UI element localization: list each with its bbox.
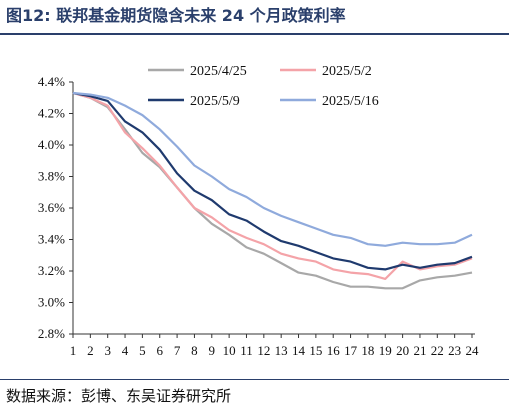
x-tick-label: 17 (344, 343, 358, 358)
x-tick-label: 16 (327, 343, 341, 358)
x-tick-label: 5 (139, 343, 146, 358)
series-line-3 (72, 91, 473, 271)
x-tick-label: 19 (379, 343, 392, 358)
x-tick-label: 14 (292, 343, 306, 358)
y-tick-label: 4.0% (38, 137, 65, 152)
x-tick-label: 4 (122, 343, 129, 358)
x-tick-label: 18 (361, 343, 374, 358)
x-tick-label: 11 (240, 343, 253, 358)
x-tick-label: 8 (191, 343, 198, 358)
x-tick-label: 22 (431, 343, 444, 358)
x-tick-label: 6 (156, 343, 163, 358)
x-tick-label: 10 (223, 343, 236, 358)
y-tick-label: 3.6% (38, 200, 65, 215)
series-line-2 (72, 91, 473, 280)
chart-axes (72, 82, 475, 335)
x-tick-label: 21 (413, 343, 426, 358)
source-rule (0, 379, 509, 380)
figure-title: 图12: 联邦基金期货隐含未来 24 个月政策利率 (6, 6, 346, 25)
y-tick-label: 4.4% (38, 74, 65, 89)
legend-label-4: 2025/5/16 (322, 94, 379, 109)
x-tick-label: 23 (448, 343, 461, 358)
series-line-4 (72, 91, 473, 247)
x-tick-label: 20 (396, 343, 409, 358)
y-tick-label: 4.2% (38, 106, 65, 121)
y-tick-label: 3.4% (38, 232, 65, 247)
x-tick-label: 7 (174, 343, 181, 358)
y-tick-label: 3.2% (38, 263, 65, 278)
source-note: 数据来源：彭博、东吴证券研究所 (6, 387, 232, 405)
x-tick-label: 3 (104, 343, 111, 358)
x-tick-label: 24 (466, 343, 480, 358)
x-tick-label: 1 (70, 343, 77, 358)
x-tick-label: 15 (309, 343, 322, 358)
y-tick-label: 2.8% (38, 326, 65, 341)
series-lines (72, 91, 473, 290)
y-tick-label: 3.0% (38, 295, 65, 310)
title-rule (0, 33, 509, 35)
x-tick-label: 12 (257, 343, 270, 358)
legend-label-1: 2025/4/25 (190, 64, 247, 79)
legend: 2025/4/25 2025/5/2 2025/5/9 2025/5/16 (148, 64, 379, 109)
y-axis-ticks: 4.4% 4.2% 4.0% 3.8% 3.6% 3.4% 3.2% 3.0% 2.8% (38, 74, 73, 341)
legend-label-2: 2025/5/2 (322, 64, 372, 79)
series-line-1 (72, 91, 473, 290)
x-tick-label: 13 (275, 343, 288, 358)
x-tick-label: 2 (87, 343, 94, 358)
x-tick-label: 9 (209, 343, 216, 358)
x-axis-ticks: 1 2 3 4 5 6 7 8 9 10 11 12 13 14 15 16 17 18 19 20 21 22 23 24 (70, 334, 479, 358)
legend-label-3: 2025/5/9 (190, 94, 240, 109)
y-tick-label: 3.8% (38, 169, 65, 184)
